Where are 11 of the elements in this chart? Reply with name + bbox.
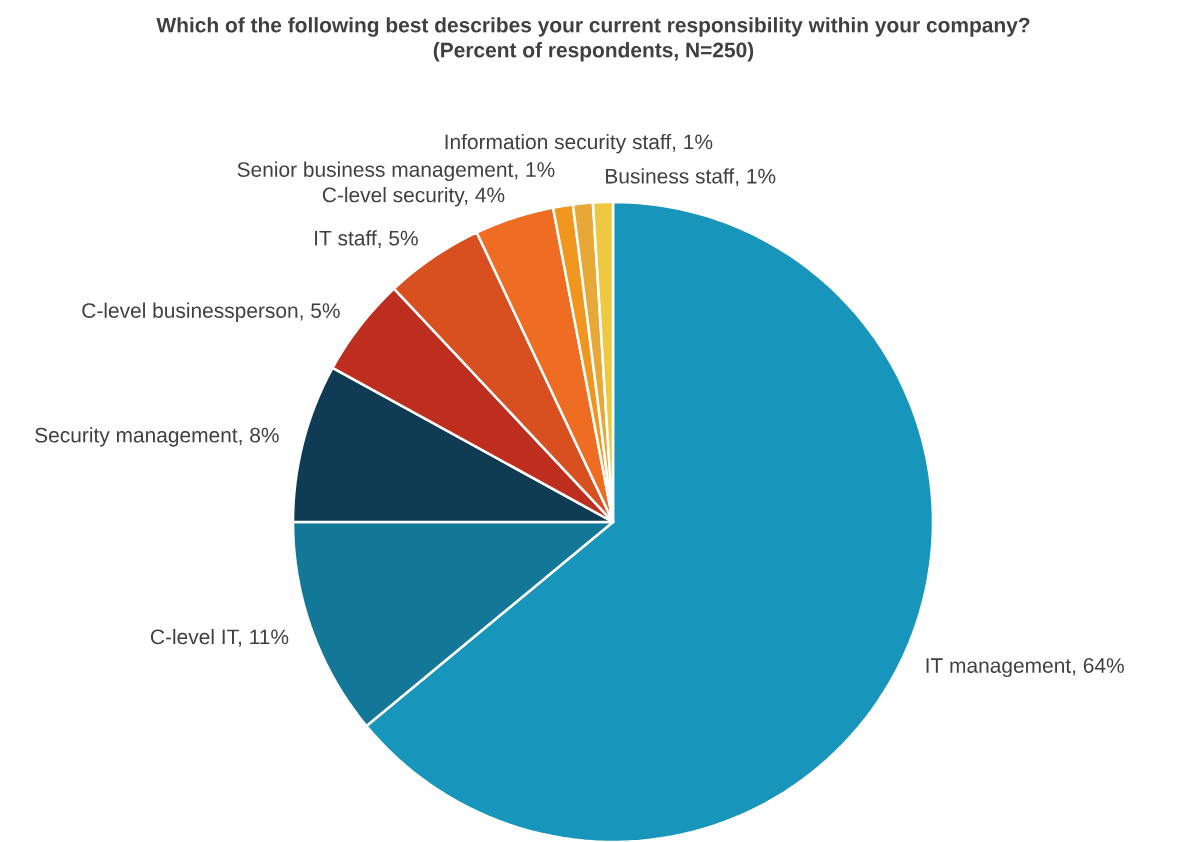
slice-label: Information security staff, 1% <box>445 133 713 154</box>
slice-label: Senior business management, 1% <box>237 161 555 182</box>
chart-title: Which of the following best describes your current responsibility within your company? <box>156 17 1030 37</box>
slice-label: Security management, 8% <box>35 427 279 447</box>
slice-label: C-level businessperson, 5% <box>82 302 340 323</box>
slice-label: IT management, 64% <box>926 658 1124 678</box>
slice-label: C-level IT, 11% <box>150 628 289 647</box>
slice-label: Business staff, 1% <box>606 168 776 187</box>
slice-label: C-level security, 4% <box>322 186 505 207</box>
slice-label: IT staff, 5% <box>315 230 418 249</box>
chart-subtitle: (Percent of respondents, N=250) <box>433 42 754 62</box>
